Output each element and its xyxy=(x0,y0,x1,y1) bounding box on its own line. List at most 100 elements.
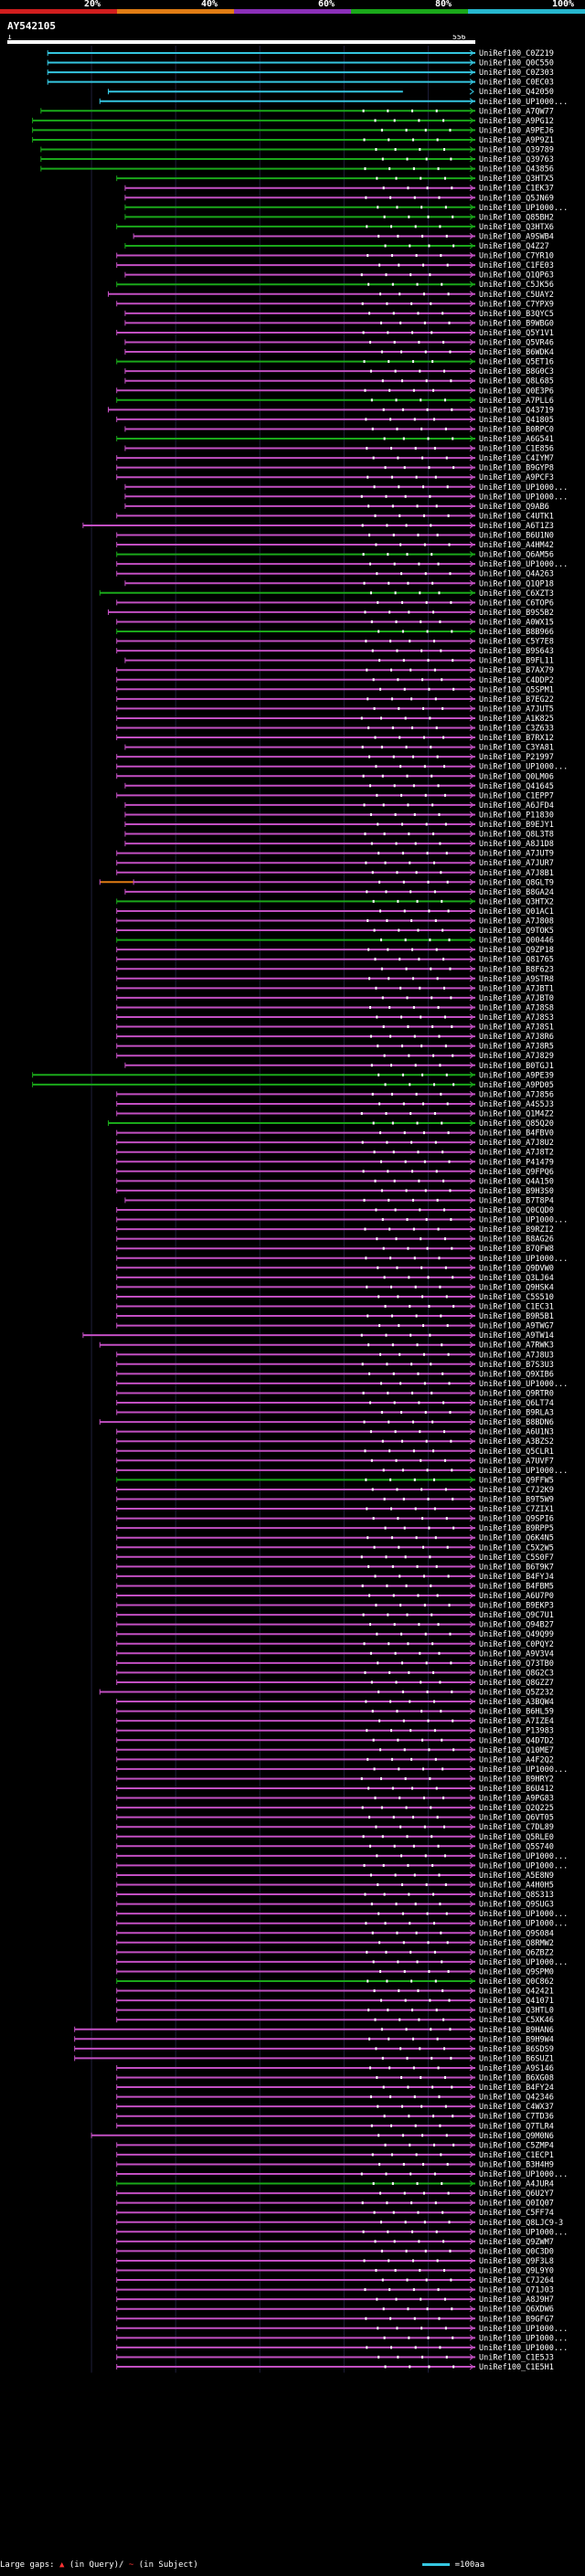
hit-row[interactable]: UniRef100_A7QW77 xyxy=(40,107,554,116)
hit-row[interactable]: UniRef100_UP1000... xyxy=(116,1216,569,1225)
hit-label[interactable]: UniRef100_B7EG22 xyxy=(479,695,554,705)
hit-row[interactable]: UniRef100_A7JUT5 xyxy=(116,705,554,714)
hit-row[interactable]: UniRef100_A6U1N3 xyxy=(116,1428,554,1437)
hit-label[interactable]: UniRef100_B9H9W4 xyxy=(479,2035,554,2044)
hit-row[interactable]: UniRef100_P21997 xyxy=(116,753,554,762)
hit-row[interactable]: UniRef100_Q39763 xyxy=(40,155,554,164)
hit-label[interactable]: UniRef100_A7JBT0 xyxy=(479,994,554,1003)
hit-label[interactable]: UniRef100_Q4A150 xyxy=(479,1177,554,1186)
hit-row[interactable]: UniRef100_C1E5H1 xyxy=(116,2363,554,2372)
hit-label[interactable]: UniRef100_C5ZMP4 xyxy=(479,2141,554,2150)
hit-label[interactable]: UniRef100_UP1000... xyxy=(479,483,568,493)
hit-row[interactable]: UniRef100_Q10ME7 xyxy=(116,1746,554,1755)
hit-label[interactable]: UniRef100_C5S0F7 xyxy=(479,1553,554,1563)
hit-label[interactable]: UniRef100_A6U1N3 xyxy=(479,1428,554,1437)
hit-row[interactable]: UniRef100_A4S5J3 xyxy=(116,1100,554,1109)
hit-label[interactable]: UniRef100_Q85Q20 xyxy=(479,1119,554,1129)
hit-row[interactable]: UniRef100_A4H0H5 xyxy=(116,1882,554,1891)
hit-row[interactable]: UniRef100_C1FE03 xyxy=(116,261,554,270)
hit-row[interactable]: UniRef100_B7AX79 xyxy=(116,666,554,675)
hit-label[interactable]: UniRef100_A7RWK3 xyxy=(479,1341,554,1351)
hit-label[interactable]: UniRef100_Q3LJ64 xyxy=(479,1274,554,1283)
hit-row[interactable]: UniRef100_Q5JN69 xyxy=(124,194,554,203)
hit-label[interactable]: UniRef100_Q8L3T8 xyxy=(479,831,554,840)
hit-label[interactable]: UniRef100_A8J1D8 xyxy=(479,840,554,849)
hit-row[interactable]: UniRef100_UP1000... xyxy=(116,1861,569,1871)
hit-label[interactable]: UniRef100_B6WDK4 xyxy=(479,348,554,357)
hit-row[interactable]: UniRef100_B4FBM5 xyxy=(116,1582,554,1591)
hit-row[interactable]: UniRef100_A7JBT0 xyxy=(116,994,554,1003)
hit-label[interactable]: UniRef100_C7DL89 xyxy=(479,1823,554,1832)
hit-label[interactable]: UniRef100_B7T8P4 xyxy=(479,1196,554,1205)
hit-row[interactable]: UniRef100_Q39789 xyxy=(40,146,554,155)
hit-label[interactable]: UniRef100_C5JK56 xyxy=(479,281,554,290)
hit-label[interactable]: UniRef100_A9TW14 xyxy=(479,1331,554,1341)
hit-label[interactable]: UniRef100_Q9TOK5 xyxy=(479,927,554,936)
hit-row[interactable]: UniRef100_UP1000... xyxy=(116,1467,569,1476)
hit-row[interactable]: UniRef100_C5Y7E8 xyxy=(116,638,554,647)
hit-row[interactable]: UniRef100_Q3LJ64 xyxy=(116,1274,554,1283)
hit-row[interactable]: UniRef100_C7J264 xyxy=(116,2276,554,2285)
hit-label[interactable]: UniRef100_C1EC31 xyxy=(479,1303,554,1312)
hit-row[interactable]: UniRef100_Q6AM56 xyxy=(116,551,554,560)
hit-row[interactable]: UniRef100_Q8S313 xyxy=(116,1891,554,1900)
hit-label[interactable]: UniRef100_C7J2K9 xyxy=(479,1486,554,1495)
hit-label[interactable]: UniRef100_Q8L685 xyxy=(479,377,554,387)
hit-row[interactable]: UniRef100_B6SDS9 xyxy=(74,2045,554,2054)
hit-label[interactable]: UniRef100_B9EKP3 xyxy=(479,1602,554,1611)
hit-label[interactable]: UniRef100_B8G0C3 xyxy=(479,367,554,376)
hit-label[interactable]: UniRef100_Q71J03 xyxy=(479,2286,554,2295)
hit-row[interactable]: UniRef100_UP1000... xyxy=(116,1852,569,1861)
hit-row[interactable]: UniRef100_A7J8B1 xyxy=(116,869,554,878)
hit-row[interactable]: UniRef100_B9EJY1 xyxy=(124,821,554,830)
hit-label[interactable]: UniRef100_B8GA24 xyxy=(479,888,554,897)
hit-row[interactable]: UniRef100_B9EKP3 xyxy=(116,1602,554,1611)
hit-label[interactable]: UniRef100_A9PEJ6 xyxy=(479,126,554,135)
hit-label[interactable]: UniRef100_Q8GZZ7 xyxy=(479,1679,554,1688)
hit-row[interactable]: UniRef100_Q42421 xyxy=(116,1988,554,1997)
hit-row[interactable]: UniRef100_B9H9W4 xyxy=(74,2035,554,2044)
hit-row[interactable]: UniRef100_UP1000... xyxy=(116,560,569,569)
hit-row[interactable]: UniRef100_C7TD36 xyxy=(116,2113,554,2122)
hit-row[interactable]: UniRef100_Q71J03 xyxy=(116,2286,554,2295)
hit-label[interactable]: UniRef100_A7J856 xyxy=(479,1090,554,1099)
hit-label[interactable]: UniRef100_A7JUT9 xyxy=(479,850,554,859)
hit-row[interactable]: UniRef100_Q4A150 xyxy=(116,1177,554,1186)
hit-row[interactable]: UniRef100_C7ZIX1 xyxy=(116,1505,554,1514)
hit-label[interactable]: UniRef100_UP1000... xyxy=(479,1861,568,1871)
hit-row[interactable]: UniRef100_B9S5B2 xyxy=(108,609,554,618)
hit-row[interactable]: UniRef100_Q85BH2 xyxy=(124,213,554,222)
hit-label[interactable]: UniRef100_Q0E3P6 xyxy=(479,387,554,396)
hit-row[interactable]: UniRef100_Q5Z232 xyxy=(99,1689,554,1698)
hit-row[interactable]: UniRef100_C5ZMP4 xyxy=(116,2141,554,2150)
hit-row[interactable]: UniRef100_UP1000... xyxy=(116,1920,569,1929)
hit-row[interactable]: UniRef100_C5S0F7 xyxy=(116,1553,554,1563)
hit-label[interactable]: UniRef100_Q39763 xyxy=(479,155,554,164)
hit-row[interactable]: UniRef100_A9PCF3 xyxy=(116,473,554,482)
hit-row[interactable]: UniRef100_B9H3S0 xyxy=(116,1187,554,1196)
hit-label[interactable]: UniRef100_Q41805 xyxy=(479,416,554,425)
hit-label[interactable]: UniRef100_UP1000... xyxy=(479,493,568,502)
hit-label[interactable]: UniRef100_A7J8B1 xyxy=(479,869,554,878)
hit-row[interactable]: UniRef100_B9RPP5 xyxy=(116,1524,554,1533)
hit-label[interactable]: UniRef100_C5XK46 xyxy=(479,2016,554,2025)
hit-row[interactable]: UniRef100_B8GA24 xyxy=(124,888,554,897)
hit-row[interactable]: UniRef100_UP1000... xyxy=(116,1958,569,1967)
hit-label[interactable]: UniRef100_Q6LT74 xyxy=(479,1399,554,1408)
hit-row[interactable]: UniRef100_Q5Y1V1 xyxy=(116,329,554,338)
hit-label[interactable]: UniRef100_UP1000... xyxy=(479,1467,568,1476)
hit-row[interactable]: UniRef100_C1ECP1 xyxy=(116,2151,554,2160)
hit-label[interactable]: UniRef100_Q3HTX2 xyxy=(479,897,554,906)
hit-label[interactable]: UniRef100_UP1000... xyxy=(479,1765,568,1775)
hit-row[interactable]: UniRef100_P13983 xyxy=(116,1727,554,1736)
hit-row[interactable]: UniRef100_A9PD05 xyxy=(32,1081,554,1090)
hit-row[interactable]: UniRef100_C5UAY2 xyxy=(108,291,554,300)
hit-row[interactable]: UniRef100_C3YA81 xyxy=(124,744,554,753)
hit-row[interactable]: UniRef100_A7J8S3 xyxy=(116,1013,554,1023)
hit-row[interactable]: UniRef100_UP1000... xyxy=(116,763,569,772)
hit-row[interactable]: UniRef100_B7T8P4 xyxy=(124,1196,554,1205)
hit-row[interactable]: UniRef100_A8J9H7 xyxy=(116,2295,554,2305)
hit-row[interactable]: UniRef100_B7EG22 xyxy=(116,695,554,705)
hit-label[interactable]: UniRef100_Q49Q99 xyxy=(479,1630,554,1639)
hit-row[interactable]: UniRef100_UP1000... xyxy=(116,1255,569,1264)
